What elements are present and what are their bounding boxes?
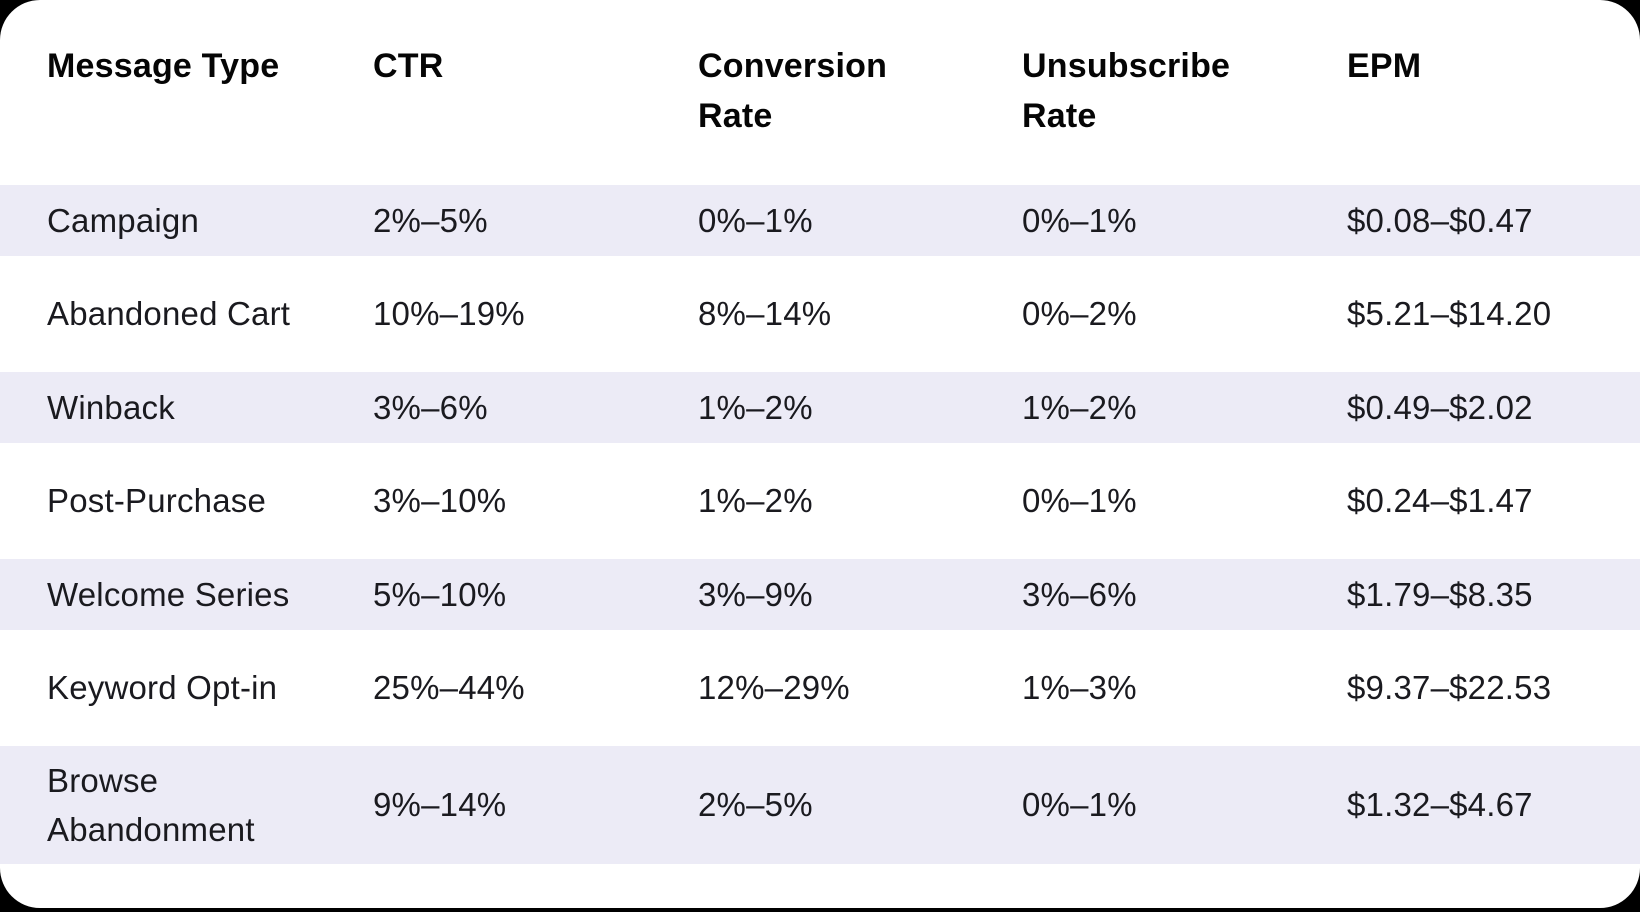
cell-epm: $5.21–$14.20 [1347,295,1552,333]
cell-unsubscribe-rate: 0%–1% [1022,786,1137,824]
cell-epm: $1.79–$8.35 [1347,575,1533,613]
cell-ctr: 5%–10% [373,575,507,613]
cell-conversion-rate: 12%–29% [698,669,850,707]
cell-conversion-rate: 2%–5% [698,786,813,824]
cell-ctr: 3%–6% [373,388,488,426]
table-row-5: Welcome Series 5%–10% 3%–9% 3%–6% $1.79–$8.3… [0,559,1640,630]
cell-unsubscribe-rate: 1%–3% [1022,669,1137,707]
column-header-message-type: Message Type [47,47,280,85]
cell-conversion-rate: 8%–14% [698,295,832,333]
cell-unsubscribe-rate: 0%–2% [1022,295,1137,333]
cell-message-type: Browse Abandonment [47,761,255,849]
column-header-unsubscribe-rate: Unsubscribe Rate [1022,47,1231,135]
cell-conversion-rate: 1%–2% [698,482,813,520]
cell-epm: $0.49–$2.02 [1347,388,1533,426]
cell-ctr: 25%–44% [373,669,525,707]
table-row-3: Winback 3%–6% 1%–2% 1%–2% $0.49–$2.02 [0,372,1640,443]
cell-epm: $0.08–$0.47 [1347,201,1533,239]
cell-unsubscribe-rate: 0%–1% [1022,201,1137,239]
table-body: Campaign 2%–5% 0%–1% 0%–1% $0.08–$0.47 Abando… [0,185,1640,864]
table-row-4: Post-Purchase 3%–10% 1%–2% 0%–1% $0.24–$1.47 [0,443,1640,559]
cell-conversion-rate: 1%–2% [698,388,813,426]
cell-ctr: 10%–19% [373,295,525,333]
cell-unsubscribe-rate: 3%–6% [1022,575,1137,613]
cell-ctr: 9%–14% [373,786,507,824]
cell-unsubscribe-rate: 1%–2% [1022,388,1137,426]
cell-message-type: Campaign [47,201,200,239]
column-header-conversion-rate: Conversion Rate [698,47,888,135]
cell-epm: $1.32–$4.67 [1347,786,1533,824]
cell-message-type: Abandoned Cart [47,295,291,333]
table-row-6: Keyword Opt-in 25%–44% 12%–29% 1%–3% $9.37–$… [0,630,1640,746]
cell-message-type: Post-Purchase [47,482,267,520]
cell-epm: $0.24–$1.47 [1347,482,1533,520]
cell-message-type: Keyword Opt-in [47,669,278,707]
cell-unsubscribe-rate: 0%–1% [1022,482,1137,520]
cell-conversion-rate: 3%–9% [698,575,813,613]
table-row-1: Campaign 2%–5% 0%–1% 0%–1% $0.08–$0.47 [0,185,1640,256]
column-header-ctr: CTR [373,47,444,85]
cell-ctr: 3%–10% [373,482,507,520]
table-header-row: Message Type CTR Conversion Rate Unsubscrib… [0,0,1640,185]
cell-conversion-rate: 0%–1% [698,201,813,239]
cell-message-type: Welcome Series [47,575,290,613]
column-header-epm: EPM [1347,47,1422,85]
message-metrics-table: Message Type CTR Conversion Rate Unsubscrib… [0,0,1640,864]
table-row-7: Browse Abandonment 9%–14% 2%–5% 0%–1% $1.32–… [0,746,1640,864]
table-row-2: Abandoned Cart 10%–19% 8%–14% 0%–2% $5.21–$1… [0,256,1640,372]
cell-message-type: Winback [47,388,175,426]
cell-epm: $9.37–$22.53 [1347,669,1552,707]
cell-ctr: 2%–5% [373,201,488,239]
